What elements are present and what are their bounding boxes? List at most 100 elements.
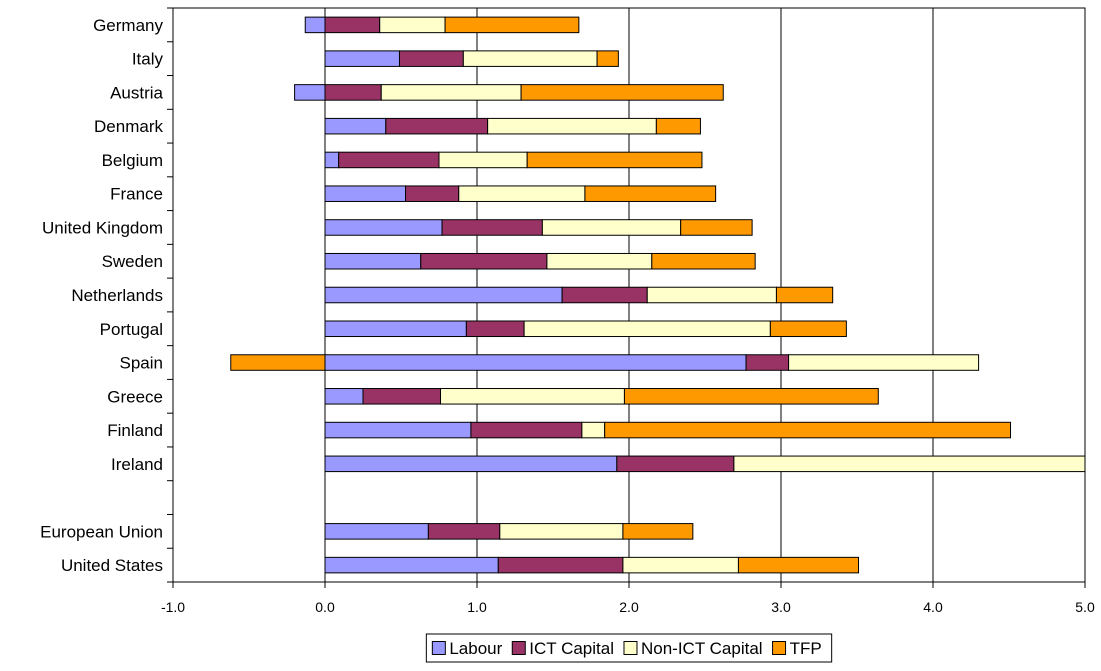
bar-non-ict-capital — [380, 84, 522, 101]
category-label: Italy — [132, 50, 164, 69]
bar-ict-capital — [441, 219, 543, 236]
x-tick-label: 5.0 — [1075, 599, 1095, 615]
plot-border — [172, 7, 1086, 583]
bar-tfp — [737, 556, 860, 574]
bar-tfp — [596, 50, 619, 67]
bar-non-ict-capital — [440, 388, 625, 405]
bar-labour — [324, 556, 499, 574]
bar-non-ict-capital — [788, 354, 980, 371]
legend-swatch — [772, 641, 787, 655]
bar-ict-capital — [470, 421, 583, 439]
legend-swatch — [623, 641, 638, 655]
category-label: Ireland — [111, 455, 163, 474]
bar-labour — [324, 252, 422, 270]
x-tick-label: 1.0 — [467, 599, 487, 615]
bar-labour — [324, 388, 364, 405]
category-label: Netherlands — [71, 286, 163, 305]
legend-swatch — [431, 641, 446, 655]
bar-labour — [324, 286, 563, 304]
bar-non-ict-capital — [499, 523, 624, 540]
x-tick-label: 4.0 — [923, 599, 943, 615]
category-label: Finland — [107, 421, 163, 440]
bar-ict-capital — [465, 320, 525, 338]
bar-tfp — [655, 117, 701, 135]
axis-layer: -1.0 0.0 1.0 2.0 3.0 4.0 5.0 Germany Italy Austri… — [40, 7, 1095, 615]
bar-labour — [304, 16, 326, 34]
bar-non-ict-capital — [487, 117, 657, 135]
bar-non-ict-capital — [546, 252, 653, 270]
bar-labour — [324, 117, 387, 135]
bar-tfp — [444, 16, 580, 34]
bar-labour — [324, 185, 407, 202]
bar-ict-capital — [324, 16, 381, 34]
bar-ict-capital — [324, 84, 382, 101]
bar-tfp — [769, 320, 847, 338]
bar-tfp — [651, 252, 756, 270]
bar-non-ict-capital — [462, 50, 598, 67]
bar-ict-capital — [561, 286, 648, 304]
bar-layer — [230, 16, 1086, 574]
bar-ict-capital — [420, 252, 548, 270]
bar-non-ict-capital — [438, 151, 528, 169]
bar-labour — [294, 84, 326, 101]
legend-label: Labour — [449, 639, 502, 658]
bar-ict-capital — [362, 388, 442, 405]
bar-labour — [324, 421, 472, 439]
bar-non-ict-capital — [622, 556, 739, 574]
bar-ict-capital — [745, 354, 790, 371]
bar-labour — [324, 455, 618, 473]
bar-ict-capital — [616, 455, 735, 473]
bar-ict-capital — [398, 50, 464, 67]
bar-labour — [324, 320, 467, 338]
bar-tfp — [623, 388, 879, 405]
category-label: France — [110, 185, 163, 204]
bar-labour — [324, 151, 340, 169]
bar-non-ict-capital — [458, 185, 586, 202]
x-tick-label: 3.0 — [771, 599, 791, 615]
x-tick-label: 2.0 — [619, 599, 639, 615]
category-label: United Kingdom — [42, 218, 163, 237]
category-label: Germany — [93, 16, 163, 35]
bar-non-ict-capital — [733, 455, 1086, 473]
bar-tfp — [680, 219, 753, 236]
category-label: European Union — [40, 522, 163, 541]
legend-swatch — [511, 641, 526, 655]
bar-non-ict-capital — [646, 286, 777, 304]
bar-non-ict-capital — [523, 320, 771, 338]
legend-label: Non-ICT Capital — [641, 639, 763, 658]
legend: Labour ICT Capital Non-ICT Capital TFP — [425, 633, 833, 663]
bar-ict-capital — [338, 151, 440, 169]
bar-tfp — [622, 523, 694, 540]
bar-non-ict-capital — [541, 219, 682, 236]
category-label: Greece — [107, 387, 163, 406]
bar-non-ict-capital — [581, 421, 606, 439]
bar-ict-capital — [427, 523, 501, 540]
bar-tfp — [775, 286, 834, 304]
category-label: United States — [61, 556, 163, 575]
x-tick-label: 0.0 — [315, 599, 335, 615]
bar-ict-capital — [405, 185, 460, 202]
bar-non-ict-capital — [379, 16, 446, 34]
x-tick-label: -1.0 — [161, 599, 185, 615]
bar-labour — [324, 50, 400, 67]
bar-tfp — [230, 354, 326, 371]
legend-label: TFP — [790, 639, 822, 658]
category-label: Austria — [110, 83, 163, 102]
bar-labour — [324, 523, 429, 540]
legend-label: ICT Capital — [529, 639, 614, 658]
bar-tfp — [584, 185, 717, 202]
category-label: Denmark — [94, 117, 163, 136]
bar-ict-capital — [497, 556, 624, 574]
bar-tfp — [526, 151, 703, 169]
category-label: Sweden — [102, 252, 163, 271]
category-label: Spain — [120, 354, 163, 373]
bar-labour — [324, 354, 747, 371]
bar-tfp — [520, 84, 724, 101]
category-label: Portugal — [100, 320, 163, 339]
bar-labour — [324, 219, 443, 236]
category-label: Belgium — [102, 151, 163, 170]
bar-ict-capital — [385, 117, 489, 135]
bar-tfp — [604, 421, 1012, 439]
